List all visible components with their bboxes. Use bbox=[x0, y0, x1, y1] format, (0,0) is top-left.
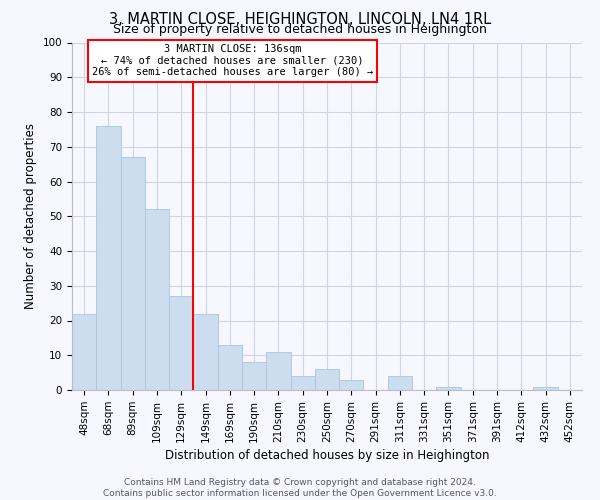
Text: 3 MARTIN CLOSE: 136sqm
← 74% of detached houses are smaller (230)
26% of semi-de: 3 MARTIN CLOSE: 136sqm ← 74% of detached… bbox=[92, 44, 373, 78]
Bar bbox=[218, 345, 242, 390]
Text: 3, MARTIN CLOSE, HEIGHINGTON, LINCOLN, LN4 1RL: 3, MARTIN CLOSE, HEIGHINGTON, LINCOLN, L… bbox=[109, 12, 491, 28]
Bar bbox=[193, 314, 218, 390]
Bar bbox=[339, 380, 364, 390]
Text: Size of property relative to detached houses in Heighington: Size of property relative to detached ho… bbox=[113, 22, 487, 36]
Bar bbox=[121, 157, 145, 390]
Bar bbox=[72, 314, 96, 390]
Y-axis label: Number of detached properties: Number of detached properties bbox=[24, 123, 37, 309]
Bar bbox=[96, 126, 121, 390]
Bar bbox=[436, 386, 461, 390]
Bar bbox=[266, 352, 290, 390]
Bar bbox=[388, 376, 412, 390]
Bar bbox=[290, 376, 315, 390]
Bar bbox=[145, 210, 169, 390]
Bar bbox=[533, 386, 558, 390]
Bar bbox=[242, 362, 266, 390]
Bar bbox=[315, 369, 339, 390]
Bar bbox=[169, 296, 193, 390]
X-axis label: Distribution of detached houses by size in Heighington: Distribution of detached houses by size … bbox=[165, 449, 489, 462]
Text: Contains HM Land Registry data © Crown copyright and database right 2024.
Contai: Contains HM Land Registry data © Crown c… bbox=[103, 478, 497, 498]
